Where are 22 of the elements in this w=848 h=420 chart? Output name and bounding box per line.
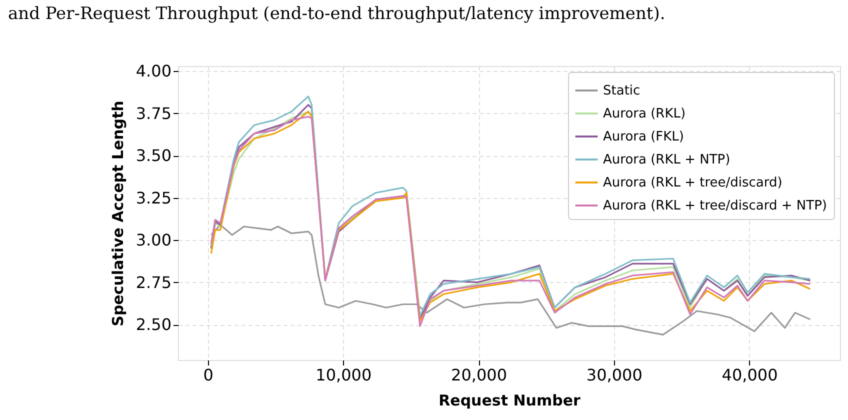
legend-label: Aurora (RKL + NTP) [603, 152, 730, 168]
y-tick-label: 4.00 [136, 62, 172, 81]
x-tick-label: 20,000 [451, 366, 508, 384]
y-tick-label: 2.50 [136, 315, 172, 334]
y-tick-label: 2.75 [136, 272, 172, 292]
x-tick-label: 10,000 [316, 366, 372, 384]
x-tick-label: 40,000 [722, 366, 778, 384]
y-tick-label: 3.25 [136, 188, 172, 208]
x-axis-title: Request Number [438, 392, 581, 410]
text: and Per-Request Throughput (end-to-end throughput/latency improvement). [8, 4, 666, 24]
legend-label: Aurora (RKL + tree/discard) [603, 176, 782, 190]
y-axis-title: Speculative Accept Length [108, 100, 127, 326]
x-tick-label: 0 [203, 366, 214, 384]
y-tick-label: 3.50 [136, 146, 172, 166]
x-tick-label: 30,000 [586, 366, 642, 384]
legend-label: Aurora (RKL + tree/discard + NTP) [603, 198, 828, 214]
legend-label: Aurora (RKL) [603, 106, 686, 122]
legend-label: Static [603, 84, 640, 98]
line-series [210, 224, 812, 336]
y-tick-label: 3.75 [136, 104, 172, 123]
legend-label: Aurora (FKL) [603, 130, 684, 144]
y-tick-label: 3.00 [136, 230, 172, 250]
